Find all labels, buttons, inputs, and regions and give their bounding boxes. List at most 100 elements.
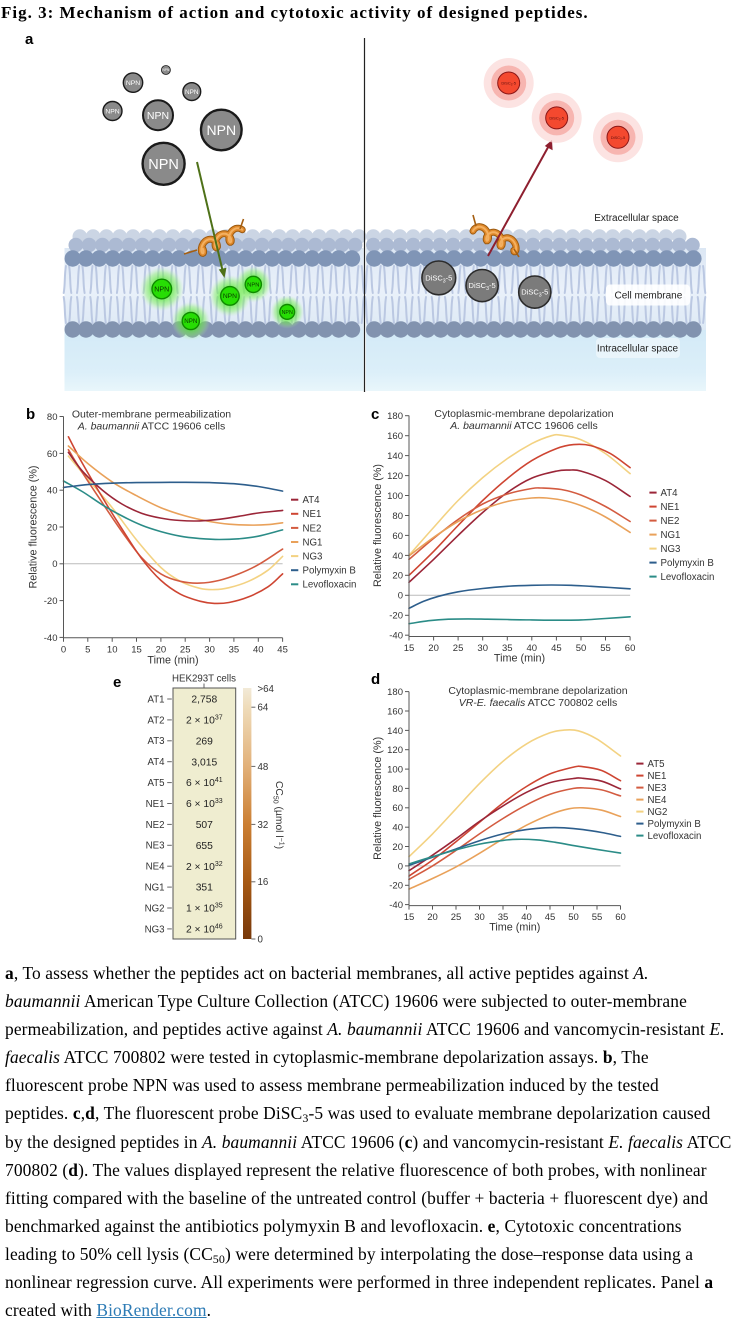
svg-text:DiSC3-5: DiSC3-5 xyxy=(549,116,564,122)
svg-text:NG3: NG3 xyxy=(303,552,323,563)
svg-text:NPN: NPN xyxy=(184,318,197,325)
svg-text:20: 20 xyxy=(427,912,438,923)
svg-text:Cytoplasmic-membrane depolariz: Cytoplasmic-membrane depolarization xyxy=(434,408,613,420)
svg-text:40: 40 xyxy=(521,912,532,923)
svg-text:25: 25 xyxy=(180,644,191,655)
svg-text:-40: -40 xyxy=(44,633,58,644)
svg-text:40: 40 xyxy=(527,643,538,654)
svg-text:655: 655 xyxy=(196,841,213,852)
svg-text:6 × 1041: 6 × 1041 xyxy=(186,777,223,789)
svg-text:0: 0 xyxy=(398,861,403,872)
svg-text:AT2: AT2 xyxy=(147,715,164,726)
svg-text:Levofloxacin: Levofloxacin xyxy=(303,580,357,591)
svg-text:55: 55 xyxy=(592,912,603,923)
svg-text:45: 45 xyxy=(277,644,288,655)
svg-text:20: 20 xyxy=(392,842,403,853)
svg-text:Levofloxacin: Levofloxacin xyxy=(648,831,702,842)
svg-text:Relative fluorescence (%): Relative fluorescence (%) xyxy=(28,465,40,588)
svg-text:DiSC3-5: DiSC3-5 xyxy=(425,274,452,285)
svg-text:Time (min): Time (min) xyxy=(147,655,198,667)
svg-text:60: 60 xyxy=(47,449,58,460)
svg-text:0: 0 xyxy=(258,934,264,945)
svg-text:NG3: NG3 xyxy=(145,924,165,935)
svg-text:DiSC3-5: DiSC3-5 xyxy=(521,288,548,299)
svg-text:15: 15 xyxy=(131,644,142,655)
svg-text:DiSC3-5: DiSC3-5 xyxy=(501,81,516,87)
svg-text:A. baumannii ATCC 19606 cells: A. baumannii ATCC 19606 cells xyxy=(449,420,597,432)
svg-text:55: 55 xyxy=(600,643,611,654)
svg-text:0: 0 xyxy=(52,559,57,570)
svg-text:0: 0 xyxy=(61,644,66,655)
svg-text:NPN: NPN xyxy=(223,293,237,300)
svg-text:64: 64 xyxy=(258,703,269,714)
svg-text:25: 25 xyxy=(451,912,462,923)
svg-text:NE1: NE1 xyxy=(303,509,322,520)
svg-text:80: 80 xyxy=(392,511,403,522)
svg-text:15: 15 xyxy=(404,643,415,654)
svg-text:NG2: NG2 xyxy=(648,807,668,818)
svg-text:Relative fluorescence (%): Relative fluorescence (%) xyxy=(372,464,384,587)
svg-text:CC50 (µmol l−1): CC50 (µmol l−1) xyxy=(272,781,285,849)
svg-text:16: 16 xyxy=(258,877,269,888)
svg-text:2 × 1032: 2 × 1032 xyxy=(186,861,223,873)
svg-text:NG1: NG1 xyxy=(661,530,681,541)
svg-text:25: 25 xyxy=(453,643,464,654)
svg-text:NE4: NE4 xyxy=(146,862,165,873)
svg-text:NPN: NPN xyxy=(147,110,169,122)
svg-text:120: 120 xyxy=(387,745,403,756)
svg-text:20: 20 xyxy=(428,643,439,654)
svg-text:DiSC3-5: DiSC3-5 xyxy=(469,281,496,292)
svg-text:140: 140 xyxy=(387,726,403,737)
svg-text:40: 40 xyxy=(392,823,403,834)
svg-text:NE1: NE1 xyxy=(661,502,680,513)
svg-text:60: 60 xyxy=(625,643,636,654)
svg-text:160: 160 xyxy=(387,706,403,717)
svg-text:NPN: NPN xyxy=(207,122,237,138)
svg-text:-20: -20 xyxy=(44,596,58,607)
svg-text:40: 40 xyxy=(392,551,403,562)
svg-text:60: 60 xyxy=(392,531,403,542)
svg-text:2,758: 2,758 xyxy=(191,695,217,706)
svg-text:AT1: AT1 xyxy=(147,694,164,705)
svg-text:AT4: AT4 xyxy=(303,495,321,506)
svg-text:NE4: NE4 xyxy=(648,795,667,806)
svg-text:10: 10 xyxy=(107,644,118,655)
svg-text:269: 269 xyxy=(196,736,213,747)
svg-text:NE3: NE3 xyxy=(648,783,667,794)
svg-text:Levofloxacin: Levofloxacin xyxy=(661,572,715,583)
svg-text:Cytoplasmic-membrane depolariz: Cytoplasmic-membrane depolarization xyxy=(448,685,627,697)
svg-text:NPN: NPN xyxy=(148,157,179,173)
svg-text:6 × 1033: 6 × 1033 xyxy=(186,798,223,810)
svg-text:1 × 1035: 1 × 1035 xyxy=(186,903,223,915)
svg-text:AT4: AT4 xyxy=(661,488,679,499)
svg-text:A. baumannii ATCC 19606 cells: A. baumannii ATCC 19606 cells xyxy=(77,421,225,433)
svg-text:NPN: NPN xyxy=(154,286,169,294)
svg-text:45: 45 xyxy=(551,643,562,654)
svg-text:5: 5 xyxy=(85,644,90,655)
svg-text:AT4: AT4 xyxy=(147,757,165,768)
svg-text:AT3: AT3 xyxy=(147,736,164,747)
svg-text:2 × 1037: 2 × 1037 xyxy=(186,715,223,727)
svg-text:48: 48 xyxy=(258,762,269,773)
svg-text:2 × 1046: 2 × 1046 xyxy=(186,924,223,936)
svg-text:Intracellular space: Intracellular space xyxy=(597,344,679,355)
svg-text:30: 30 xyxy=(474,912,485,923)
svg-text:Outer-membrane permeabilizatio: Outer-membrane permeabilization xyxy=(72,409,231,421)
svg-text:35: 35 xyxy=(498,912,509,923)
svg-text:NPN: NPN xyxy=(105,108,119,115)
svg-text:NE2: NE2 xyxy=(661,516,680,527)
svg-text:20: 20 xyxy=(156,644,167,655)
svg-text:20: 20 xyxy=(47,522,58,533)
svg-text:-20: -20 xyxy=(389,611,403,622)
svg-text:30: 30 xyxy=(204,644,215,655)
svg-text:Polymyxin B: Polymyxin B xyxy=(303,566,356,577)
svg-text:507: 507 xyxy=(196,820,213,831)
svg-text:50: 50 xyxy=(568,912,579,923)
svg-text:AT5: AT5 xyxy=(648,759,665,770)
svg-text:NPN: NPN xyxy=(185,89,199,96)
svg-text:>64: >64 xyxy=(258,684,275,695)
svg-text:3,015: 3,015 xyxy=(191,757,217,768)
svg-text:NG1: NG1 xyxy=(303,537,323,548)
svg-text:Polymyxin B: Polymyxin B xyxy=(661,558,714,569)
svg-text:40: 40 xyxy=(47,486,58,497)
